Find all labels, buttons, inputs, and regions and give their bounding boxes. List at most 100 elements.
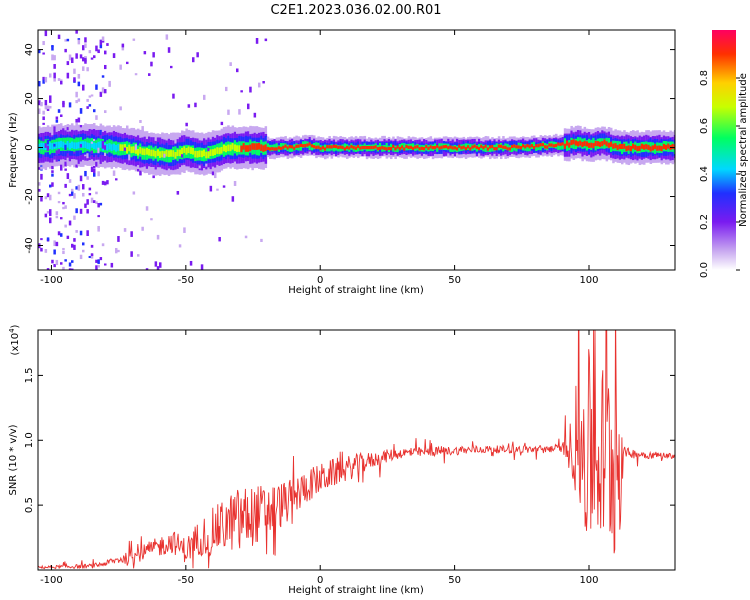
colorbar-ticks: 0.0 0.2 0.4 0.6 0.8 — [699, 70, 740, 278]
spectrogram-cell — [293, 146, 296, 150]
spectrogram-cell — [434, 146, 437, 150]
spectrogram-cell — [55, 116, 59, 120]
spectrogram-cell — [77, 157, 81, 164]
spectrogram-cell — [174, 151, 177, 159]
spectrogram-cell — [506, 143, 510, 151]
spectrogram-cell — [425, 144, 428, 149]
spectrogram-cell — [299, 144, 303, 151]
spectrogram-cell — [363, 145, 367, 150]
spectrogram-cell — [86, 142, 89, 150]
spectrogram-cell — [651, 145, 655, 151]
spectrogram-cell — [49, 105, 52, 109]
spectrogram-cell — [40, 238, 43, 241]
spectrogram-cell — [566, 140, 569, 146]
spectrogram-cell — [148, 73, 151, 76]
spectrogram-cell — [79, 208, 83, 214]
spectrogram-cell — [152, 175, 155, 179]
spectrogram-cell — [88, 95, 92, 98]
spectrogram-cell — [636, 146, 639, 152]
spectrogram-cell — [71, 141, 74, 149]
spectrogram-cell — [218, 147, 221, 155]
spectrogram-cell — [46, 237, 50, 241]
spectrogram-cell — [249, 86, 252, 93]
spectrogram-cell — [66, 153, 70, 157]
spectrogram-cell — [174, 139, 177, 144]
spectrogram-cell — [77, 141, 81, 149]
spectrogram-cell — [104, 89, 107, 94]
spectrogram-cell — [321, 145, 325, 150]
spectrogram-cell — [46, 105, 50, 110]
spectrogram-cell — [62, 153, 65, 157]
spectrogram-cell — [104, 50, 107, 55]
spectrogram-cell — [660, 146, 664, 152]
spectrogram-cell — [106, 180, 109, 185]
spectrogram-cell — [99, 257, 103, 261]
spectrogram-cell — [95, 45, 98, 52]
spectrogram-cell — [447, 146, 450, 150]
spectrogram-cell — [57, 34, 61, 39]
spectrogram-cell — [277, 146, 281, 150]
spectrogram-cell — [240, 145, 243, 153]
snr-background — [38, 330, 675, 570]
snr-x-tick-label: 0 — [317, 575, 323, 586]
spectrogram-cell — [88, 255, 92, 259]
spectrogram-cell — [194, 102, 197, 108]
spectrogram-cell — [60, 140, 63, 148]
spectrogram-cell — [42, 52, 45, 55]
spectrogram-cell — [90, 94, 94, 97]
spectrogram-y-tick-label: -40 — [24, 237, 35, 253]
spectrogram-cell — [77, 150, 81, 157]
spectrogram-cell — [255, 37, 259, 44]
spectrogram-cell — [93, 129, 96, 134]
snr-frame — [37, 329, 676, 571]
spectrogram-x-tick-label: -100 — [40, 275, 63, 286]
spectrogram-cell — [341, 145, 345, 150]
spectrogram-cell — [405, 144, 408, 149]
spectrogram-cell — [304, 143, 307, 148]
spectrogram-cell — [458, 144, 461, 148]
spectrogram-cell — [93, 135, 96, 139]
spectrogram-cell — [170, 65, 173, 69]
spectrogram-cell — [88, 104, 92, 107]
spectrogram-cell — [95, 84, 98, 90]
spectrogram-cell — [101, 140, 105, 146]
spectrogram-cell — [500, 144, 503, 148]
spectrogram-cell — [326, 145, 329, 149]
spectrogram-cell — [539, 143, 543, 147]
spectrogram-cell — [541, 143, 545, 147]
spectrogram-cell — [130, 146, 133, 154]
spectrogram-cell — [104, 263, 107, 266]
spectrogram-cell — [44, 249, 48, 253]
spectrogram-cell — [71, 260, 74, 263]
spectrogram-cell — [77, 73, 81, 79]
spectrogram-cell — [75, 142, 78, 150]
spectrogram-cell — [49, 210, 52, 217]
spectrogram-cell — [154, 150, 158, 158]
spectrogram-cell — [161, 133, 164, 136]
spectrogram-cell — [121, 144, 125, 152]
spectrogram-cell — [95, 201, 98, 204]
spectrogram-cell — [229, 62, 232, 66]
spectrogram-cell — [40, 196, 43, 202]
spectrogram-cell — [44, 166, 48, 171]
spectrogram-cell — [112, 143, 116, 151]
spectrogram-cell — [610, 141, 613, 147]
spectrogram-cell — [178, 149, 182, 157]
spectrogram-cell — [38, 182, 41, 186]
spectrogram-cell — [275, 143, 279, 150]
spectrogram-cell — [539, 143, 543, 151]
spectrogram-cell — [55, 241, 59, 247]
spectrogram-cell — [372, 145, 375, 150]
snr-y-ticks: 0.5 1.0 1.5 — [24, 367, 675, 513]
spectrogram-cell — [82, 249, 85, 253]
spectrogram-cell — [154, 138, 158, 141]
spectrogram-cell — [513, 144, 516, 148]
spectrogram-cell — [49, 209, 52, 213]
spectrogram-cell — [51, 54, 54, 61]
spectrogram-cell — [66, 235, 70, 239]
spectrogram-cell — [73, 125, 76, 131]
spectrogram-cell — [44, 143, 48, 148]
spectrogram-cell — [90, 253, 94, 256]
spectrogram-cell — [640, 143, 644, 149]
spectrogram-cell — [178, 244, 182, 248]
